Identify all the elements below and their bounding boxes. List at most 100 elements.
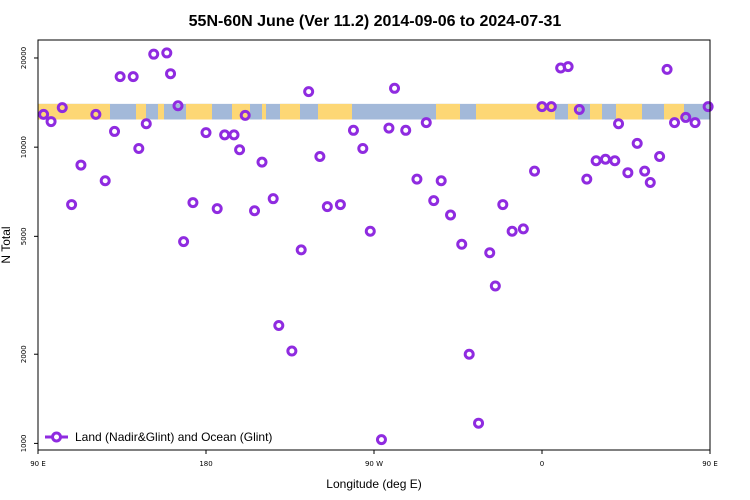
x-axis-label: Longitude (deg E) [326,477,421,491]
data-point [66,199,78,211]
data-point [609,155,621,167]
data-point [669,117,681,129]
band-land [616,103,642,120]
data-point [689,117,701,129]
band-land [318,103,352,120]
data-point [639,165,651,177]
data-point [644,176,656,188]
band-land [568,103,578,120]
data-point [334,199,346,211]
band-land [232,103,250,120]
data-point [178,236,190,248]
data-point [445,209,457,221]
data-point [590,155,602,167]
data-point [680,111,692,123]
legend-marker [51,431,62,443]
legend: Land (Nadir&Glint) and Ocean (Glint) [45,430,272,444]
band-land [158,103,164,120]
data-point [75,159,87,171]
data-point [295,244,307,256]
x-tick-label: 90 E [30,460,46,468]
data-point [420,117,432,129]
data-point [489,280,501,292]
data-point [654,150,666,162]
data-point [56,102,68,114]
data-point [140,118,152,130]
x-tick-label: 0 [540,460,544,468]
band-land [590,103,602,120]
data-point [133,142,145,154]
data-point [256,156,268,168]
data-point [411,173,423,185]
data-point [456,238,468,250]
data-point [127,71,139,83]
data-point [161,47,173,59]
data-point [187,197,199,209]
data-point [375,434,387,446]
data-point [249,205,261,217]
band-land [280,103,300,120]
data-point [573,104,585,116]
y-tick-label: 10000 [20,136,28,158]
data-point [99,175,111,187]
data-point [90,108,102,120]
data-point [286,345,298,357]
band-land [436,103,460,120]
legend-label: Land (Nadir&Glint) and Ocean (Glint) [75,430,272,444]
chart-title: 55N-60N June (Ver 11.2) 2014-09-06 to 20… [189,13,562,30]
data-point [599,153,611,165]
data-point [228,129,240,141]
y-tick-label: 2000 [20,345,28,363]
y-axis: 1000 2000 5000 10000 20000 [20,47,38,452]
data-point [234,144,246,156]
data-point [314,150,326,162]
data-point [545,101,557,113]
data-point [267,193,279,205]
y-tick-label: 20000 [20,47,28,69]
x-tick-label: 90 E [702,460,718,468]
x-tick-label: 180 [199,460,212,468]
data-point [702,101,714,113]
data-point [428,195,440,207]
data-point [357,142,369,154]
data-point [497,199,509,211]
data-point [364,225,376,237]
data-point [581,173,593,185]
x-axis: 90 E 180 90 W 0 90 E [30,450,718,468]
data-point [239,109,251,121]
data-point [473,417,485,429]
data-point [517,223,529,235]
data-point [303,86,315,98]
data-point [347,124,359,136]
x-tick-label: 90 W [365,460,383,468]
data-point [622,167,634,179]
band-land [136,103,146,120]
band-land [476,103,555,120]
data-point [400,124,412,136]
data-point [529,165,541,177]
data-point [506,225,518,237]
data-point [273,320,285,332]
y-tick-label: 1000 [20,434,28,452]
y-tick-label: 5000 [20,227,28,245]
data-point [211,203,223,215]
data-point [389,82,401,94]
data-point [321,201,333,213]
data-point [165,68,177,80]
data-point [148,48,160,60]
band-land [664,103,684,120]
data-point [435,175,447,187]
data-point [562,61,574,73]
y-axis-label: N Total [0,226,13,263]
data-point [613,118,625,130]
data-point [109,125,121,137]
land-ocean-band [38,103,710,120]
data-point [38,108,50,120]
data-point [631,137,643,149]
band-land [186,103,212,120]
data-point [114,71,126,83]
data-point [661,63,673,75]
data-points [38,47,714,446]
